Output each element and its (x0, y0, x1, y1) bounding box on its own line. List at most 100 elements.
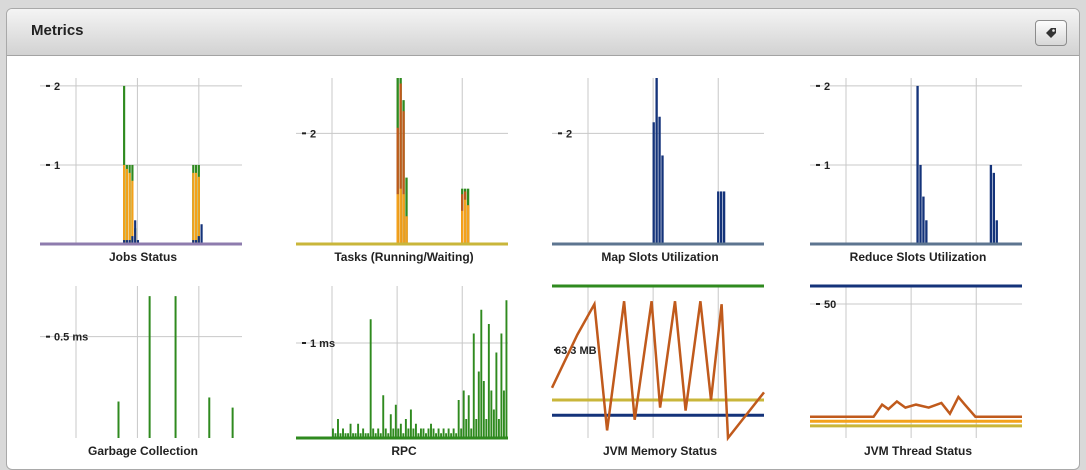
panel-header: Metrics (7, 9, 1079, 56)
bar (194, 172, 198, 244)
bar (409, 409, 412, 438)
bar (352, 433, 355, 438)
bar (399, 188, 402, 244)
bar (131, 236, 134, 244)
bar (495, 352, 498, 438)
bar (440, 433, 443, 438)
bar (432, 428, 435, 438)
bar (492, 409, 495, 438)
bar (362, 428, 365, 438)
chart-rpc[interactable]: 1 ms RPC (296, 282, 512, 468)
tick-label: 2 (824, 81, 830, 93)
chart-plot: 50 (810, 284, 1022, 438)
bar (200, 224, 203, 244)
chart-title: Reduce Slots Utilization (849, 250, 987, 264)
bar (919, 164, 922, 244)
bar (661, 155, 664, 244)
bar (430, 423, 432, 438)
series-line (810, 394, 1022, 418)
bar (407, 428, 410, 438)
bar (450, 433, 453, 438)
bar (482, 381, 485, 438)
bar (405, 216, 408, 244)
bar (399, 83, 402, 245)
tick-label: 50 (824, 299, 836, 311)
bar (502, 390, 505, 438)
bar (455, 433, 458, 438)
bar (461, 210, 464, 244)
chart-map-slots-utilization[interactable]: 2 Map Slots Utilization (552, 74, 768, 274)
bar (339, 433, 342, 438)
bar (197, 236, 200, 244)
bar (490, 390, 493, 438)
bar (359, 433, 362, 438)
bar (462, 390, 465, 438)
bar (136, 240, 140, 244)
bar (131, 180, 134, 244)
bar (396, 127, 399, 244)
bar (387, 433, 390, 438)
chart-plot: 21 (810, 78, 1022, 246)
bar (349, 423, 352, 438)
bar (134, 220, 137, 244)
bar (480, 309, 483, 438)
chart-reduce-slots-utilization[interactable]: 2 1 Reduce Slots Utilization (810, 74, 1026, 274)
bar (472, 333, 475, 438)
bar (123, 240, 126, 244)
bar (422, 428, 425, 438)
bar (174, 296, 177, 438)
bar (231, 407, 234, 438)
bar (372, 428, 375, 438)
bar (367, 433, 370, 438)
bar (194, 240, 198, 244)
bar (500, 333, 503, 438)
bar (465, 419, 468, 438)
bar (992, 172, 995, 244)
bar (128, 240, 131, 244)
bar (384, 428, 387, 438)
chart-title: JVM Memory Status (602, 444, 718, 458)
bar (717, 191, 720, 244)
tag-icon (1046, 28, 1056, 38)
chart-garbage-collection[interactable]: 0.5 ms Garbage Collection (40, 282, 246, 468)
bar (435, 433, 437, 438)
chart-title: JVM Thread Status (863, 444, 973, 458)
bar (925, 220, 928, 244)
bar (464, 199, 467, 244)
bar (485, 419, 488, 438)
tick-label: 1 (824, 160, 830, 172)
bar (397, 428, 400, 438)
chart-jvm-memory-status[interactable]: 63.3 MB JVM Memory Status (550, 282, 768, 468)
bar (332, 428, 334, 438)
bar (445, 433, 448, 438)
metrics-panel: Metrics (6, 8, 1080, 470)
bar (128, 172, 131, 244)
bar (379, 433, 382, 438)
bar (487, 324, 490, 438)
chart-title: RPC (391, 444, 417, 458)
bar (404, 419, 407, 438)
series-line (550, 300, 765, 442)
bar (197, 176, 200, 244)
chart-plot: 2 (296, 78, 508, 246)
bar (342, 428, 344, 438)
bar (117, 401, 120, 438)
bar (402, 111, 405, 244)
bar (125, 240, 128, 244)
chart-jobs-status[interactable]: 2 1 Jobs Status (40, 74, 246, 274)
bar (447, 428, 450, 438)
chart-tasks-running-waiting[interactable]: 2 Tasks (Running/Waiting) (296, 74, 512, 274)
bar (208, 397, 211, 438)
bar (425, 433, 427, 438)
bar (377, 428, 380, 438)
edit-button[interactable] (1035, 20, 1067, 46)
chart-jvm-thread-status[interactable]: 50 JVM Thread Status (810, 282, 1026, 468)
tick-label: 2 (54, 81, 60, 93)
bar (354, 433, 357, 438)
chart-title: Jobs Status (108, 250, 177, 264)
bar (460, 428, 463, 438)
chart-plot: 0.5 ms (40, 286, 242, 438)
bar (417, 433, 420, 438)
bar (475, 419, 478, 438)
tick-label: 63.3 MB (555, 345, 597, 357)
